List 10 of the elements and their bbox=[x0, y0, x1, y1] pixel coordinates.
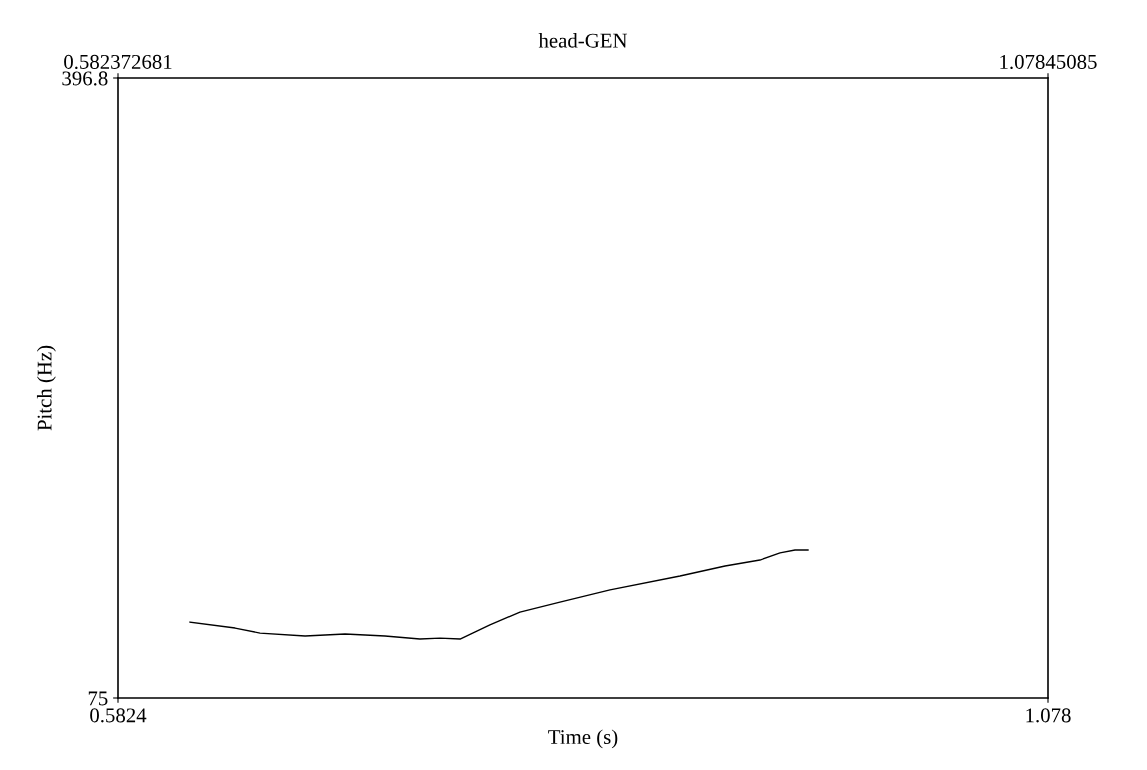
x2-tick-label: 1.07845085 bbox=[1000, 54, 1097, 69]
x-tick-label: 0.5824 bbox=[90, 708, 147, 723]
line-series bbox=[189, 549, 809, 640]
y-tick-label: 396.8 bbox=[62, 71, 108, 86]
x2-tick-label: 0.582372681 bbox=[64, 54, 172, 69]
x-tick-label: 1.078 bbox=[1026, 708, 1071, 723]
y-axis-title: Pitch (Hz) bbox=[36, 345, 56, 431]
x-axis-title: Time (s) bbox=[548, 729, 618, 749]
chart-title: head-GEN bbox=[538, 32, 628, 48]
y-tick-label: 75 bbox=[88, 691, 108, 706]
